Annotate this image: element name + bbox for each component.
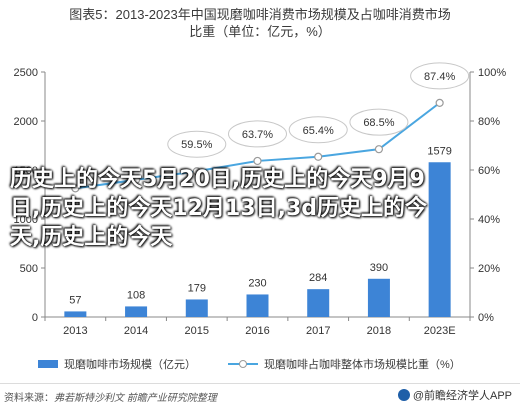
brand: @前瞻经济学人APP <box>397 387 512 403</box>
qianzhan-logo-icon <box>397 389 410 401</box>
bar <box>125 306 148 317</box>
source-note: 资料来源：弗若斯特沙利文 前瞻产业研究院整理 <box>4 389 217 404</box>
legend-item-line: 现磨咖啡占咖啡整体市场规模比重（%） <box>228 356 461 372</box>
line-value-bubble <box>349 108 409 136</box>
bar-value-label: 57 <box>69 294 81 306</box>
line-value-bubble <box>228 120 287 148</box>
bar <box>367 278 390 317</box>
line-marker <box>71 184 80 193</box>
chart-canvas: 0 500 1000 1500 2000 2500 0% 20% 40% 60% 80% 100% 20… <box>14 62 506 337</box>
line-value-bubble <box>410 62 470 90</box>
bar <box>307 289 330 317</box>
brand-text: @前瞻经济学人APP <box>412 390 512 402</box>
y-left-tick-label: 2500 <box>14 67 38 79</box>
y-right-tick-label: 40% <box>478 214 500 226</box>
legend-bar-swatch <box>38 360 58 368</box>
bar-value-label: 108 <box>127 289 145 301</box>
y-right-tick-label: 60% <box>478 165 500 177</box>
y-right-tick-label: 80% <box>478 116 500 128</box>
line-marker <box>374 145 384 154</box>
x-tick-label: 2023E <box>424 325 456 337</box>
x-tick-label: 2018 <box>367 325 391 337</box>
y-right-tick-label: 0% <box>478 312 494 324</box>
legend-line-label: 现磨咖啡占咖啡整体市场规模比重（%） <box>264 359 461 371</box>
bar-value-label: 390 <box>370 262 388 274</box>
bar <box>64 311 87 317</box>
overlay-watermark-text: 历史上的今天5月20日,历史上的今天9月9日,历史上的今天12月13日,3d历史… <box>10 167 428 250</box>
x-tick-label: 2015 <box>185 325 209 337</box>
y-left-tick-label: 1500 <box>14 165 38 177</box>
bar-value-label: 179 <box>188 282 206 294</box>
source-text: 弗若斯特沙利文 前瞻产业研究院整理 <box>54 393 217 404</box>
legend-item-bar: 现磨咖啡市场规模（亿元） <box>38 356 196 372</box>
legend-line-swatch <box>228 359 258 369</box>
y-left-tick-label: 1000 <box>14 214 38 226</box>
bar <box>246 294 269 317</box>
y-left-tick-label: 500 <box>20 263 38 275</box>
line-value-label: 65.4% <box>303 125 334 137</box>
bar-value-label: 284 <box>309 272 327 284</box>
x-tick-label: 2013 <box>63 325 87 337</box>
line-marker <box>192 167 201 176</box>
line-marker <box>435 98 444 107</box>
footer-divider <box>0 383 520 384</box>
chart-legend: 现磨咖啡市场规模（亿元） 现磨咖啡占咖啡整体市场规模比重（%） <box>0 356 520 374</box>
line-marker <box>314 152 323 161</box>
bar-value-label: 230 <box>248 277 266 289</box>
x-tick-label: 2016 <box>245 325 269 337</box>
line-marker <box>131 175 141 184</box>
chart-title-line-1: 图表5：2013-2023年中国现磨咖啡消费市场规模及占咖啡消费市场 <box>69 7 451 22</box>
line-value-label: 63.7% <box>242 129 273 141</box>
legend-bar-label: 现磨咖啡市场规模（亿元） <box>64 359 196 371</box>
line-value-label: 68.5% <box>363 117 394 129</box>
line-marker <box>253 156 262 166</box>
line-value-bubble <box>288 116 348 144</box>
chart-title: 图表5：2013-2023年中国现磨咖啡消费市场规模及占咖啡消费市场 比重（单位… <box>0 6 520 40</box>
bar <box>428 162 451 317</box>
chart-title-line-2: 比重（单位：亿元，%） <box>189 24 331 39</box>
x-tick-label: 2017 <box>306 325 330 337</box>
y-left-tick-label: 0 <box>32 312 38 324</box>
x-tick-label: 2014 <box>124 325 148 337</box>
line-value-bubble <box>167 130 227 158</box>
y-right-tick-label: 100% <box>478 67 506 79</box>
bar-value-label: 1579 <box>427 145 451 157</box>
source-prefix: 资料来源： <box>4 393 54 404</box>
line-value-label: 87.4% <box>424 71 455 83</box>
y-right-tick-label: 20% <box>478 263 500 275</box>
line-value-label: 59.5% <box>181 139 212 151</box>
bar <box>185 299 208 317</box>
y-left-tick-label: 2000 <box>14 116 38 128</box>
